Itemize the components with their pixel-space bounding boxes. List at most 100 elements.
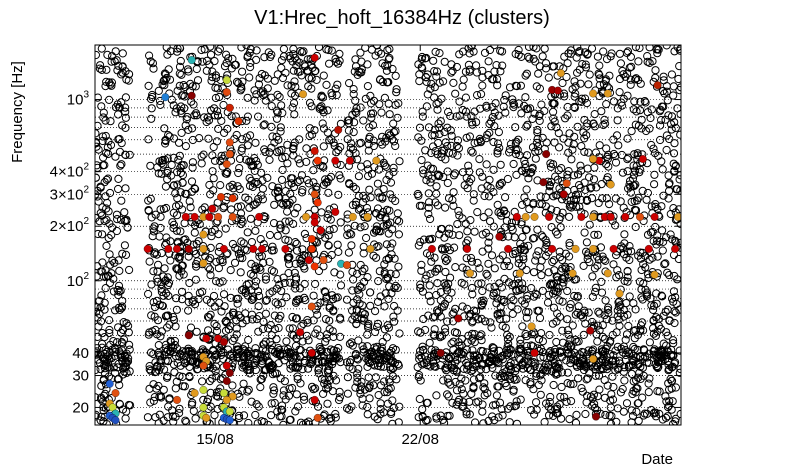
x-tick-label: 15/08 xyxy=(196,431,234,448)
plot-frame xyxy=(94,44,682,426)
high-snr-point xyxy=(331,156,340,165)
y-axis-label: Frequency [Hz] xyxy=(9,61,26,163)
x-axis-label: Date xyxy=(641,451,673,468)
high-snr-point xyxy=(571,244,580,253)
high-snr-point xyxy=(304,256,313,265)
high-snr-point xyxy=(199,361,208,370)
high-snr-point xyxy=(638,155,647,163)
high-snr-point xyxy=(199,403,208,412)
high-snr-point xyxy=(173,395,181,404)
high-snr-point xyxy=(190,389,199,398)
y-tick-label: 103 xyxy=(67,90,90,109)
high-snr-point xyxy=(589,244,598,253)
y-tick-label: 30 xyxy=(72,368,89,385)
high-snr-point xyxy=(548,244,557,253)
high-snr-point xyxy=(187,91,196,100)
high-snr-point xyxy=(111,389,120,398)
high-snr-point xyxy=(562,179,571,188)
high-snr-point xyxy=(225,407,234,416)
high-snr-point xyxy=(307,235,316,243)
high-snr-point xyxy=(589,212,598,221)
high-snr-point xyxy=(512,212,521,221)
high-snr-point xyxy=(202,334,211,343)
high-snr-point xyxy=(228,194,237,203)
high-snr-point xyxy=(530,212,539,221)
high-snr-point xyxy=(307,302,316,311)
high-snr-point xyxy=(219,389,228,398)
high-snr-point xyxy=(504,244,513,253)
high-snr-point xyxy=(161,93,170,102)
low-snr-points xyxy=(95,45,681,425)
high-snr-point xyxy=(615,289,624,298)
high-snr-point xyxy=(296,328,305,337)
high-snr-point xyxy=(225,368,234,377)
high-snr-point xyxy=(671,244,680,253)
y-tick-label: 2×102 xyxy=(50,216,90,235)
high-snr-point xyxy=(556,69,565,78)
high-snr-point xyxy=(225,103,234,112)
high-snr-point xyxy=(653,81,662,90)
y-tick-label: 102 xyxy=(67,271,90,290)
y-tick-label: 3×102 xyxy=(50,184,90,203)
high-snr-point xyxy=(222,395,231,404)
high-snr-point xyxy=(589,89,598,98)
high-snr-point xyxy=(310,262,319,271)
high-snr-point xyxy=(299,90,307,99)
high-snr-point xyxy=(372,156,381,165)
high-snr-point xyxy=(219,337,228,346)
high-snr-point xyxy=(343,261,351,270)
high-snr-point xyxy=(334,125,343,134)
y-tick-label: 4×102 xyxy=(50,162,90,181)
high-snr-point xyxy=(515,269,524,278)
high-snr-point xyxy=(310,190,319,199)
high-snr-point xyxy=(219,244,228,253)
high-snr-point xyxy=(302,212,310,221)
high-snr-point xyxy=(258,244,266,253)
high-snr-point xyxy=(586,326,595,335)
high-snr-point xyxy=(199,244,208,253)
high-snr-point xyxy=(606,212,615,221)
low-snr-clusters xyxy=(95,45,681,425)
high-snr-point xyxy=(173,244,181,253)
high-snr-point xyxy=(313,198,322,207)
high-snr-point xyxy=(636,212,644,221)
high-snr-point xyxy=(184,331,193,340)
high-snr-point xyxy=(307,244,316,253)
chart-title: V1:Hrec_hoft_16384Hz (clusters) xyxy=(254,7,550,29)
x-ticks: 15/08 22/08 xyxy=(196,45,439,448)
high-snr-point xyxy=(190,212,199,221)
high-snr-point xyxy=(463,244,472,253)
high-snr-point xyxy=(603,269,612,278)
high-snr-point xyxy=(650,212,659,221)
high-snr-point xyxy=(310,218,319,227)
high-snr-point xyxy=(545,212,554,221)
high-snr-point xyxy=(621,212,630,221)
high-snr-point xyxy=(466,269,474,278)
high-snr-point xyxy=(606,180,615,189)
high-snr-point xyxy=(255,212,264,221)
high-snr-point xyxy=(436,348,445,357)
high-snr-point xyxy=(577,212,586,221)
high-snr-point xyxy=(310,395,319,404)
high-snr-point xyxy=(222,160,231,169)
high-snr-point xyxy=(143,244,152,253)
high-snr-point xyxy=(521,212,530,221)
high-snr-point xyxy=(542,150,551,159)
high-snr-point xyxy=(184,244,193,253)
high-snr-point xyxy=(319,256,328,265)
high-snr-point xyxy=(366,244,375,253)
high-snr-point xyxy=(208,204,217,213)
high-snr-point xyxy=(650,270,659,279)
high-snr-point xyxy=(217,193,225,201)
high-snr-point xyxy=(234,117,243,126)
high-snr-point xyxy=(316,226,325,235)
high-snr-point xyxy=(609,244,618,253)
high-snr-point xyxy=(592,412,600,421)
high-snr-point xyxy=(111,416,120,425)
high-snr-point xyxy=(228,212,237,221)
y-tick-label: 40 xyxy=(72,345,89,362)
high-snr-point xyxy=(313,413,322,422)
high-snr-point xyxy=(313,156,322,165)
high-snr-point xyxy=(539,178,548,187)
high-snr-point xyxy=(205,212,214,221)
